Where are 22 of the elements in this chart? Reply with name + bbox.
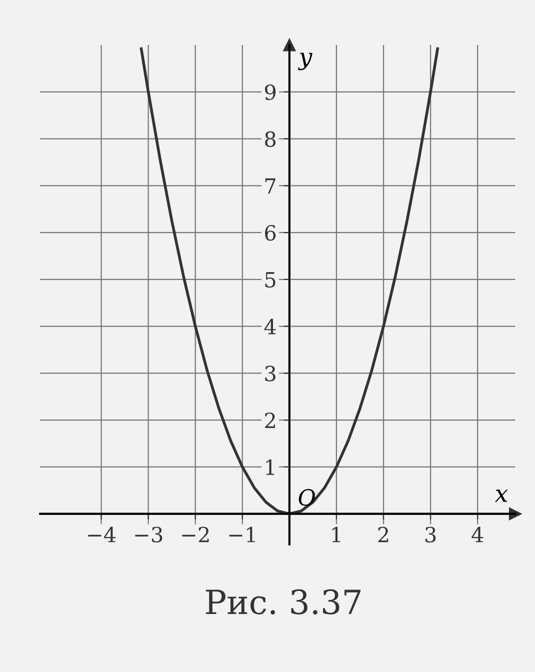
y-tick-label: 4 xyxy=(264,318,276,334)
line-series xyxy=(140,47,439,516)
y-tick-label: 9 xyxy=(264,84,276,100)
x-tick-label: −4 xyxy=(88,526,116,542)
y-tick-label: 8 xyxy=(265,131,276,147)
annotation: O xyxy=(298,489,315,506)
y-tick-label: 1 xyxy=(266,459,274,475)
text: Рис. 3.37 xyxy=(206,589,361,614)
x-tick-label: 4 xyxy=(472,526,484,542)
x-tick-label: −2 xyxy=(182,526,209,542)
x-tick-label: −1 xyxy=(229,526,255,542)
x-tick-label: 2 xyxy=(378,526,388,542)
y-tick-label: 7 xyxy=(265,178,276,194)
x-tick-label: −3 xyxy=(135,526,162,542)
x-axis-title: x xyxy=(494,490,508,502)
y-axis-title: y xyxy=(298,52,312,70)
y-tick-label: 2 xyxy=(265,412,275,428)
y-tick-label: 3 xyxy=(265,366,276,382)
y-tick-label: 6 xyxy=(265,225,276,241)
x-tick-label: 1 xyxy=(332,526,340,542)
y-tick-label: 5 xyxy=(265,272,276,288)
x-tick-label: 3 xyxy=(426,526,436,542)
